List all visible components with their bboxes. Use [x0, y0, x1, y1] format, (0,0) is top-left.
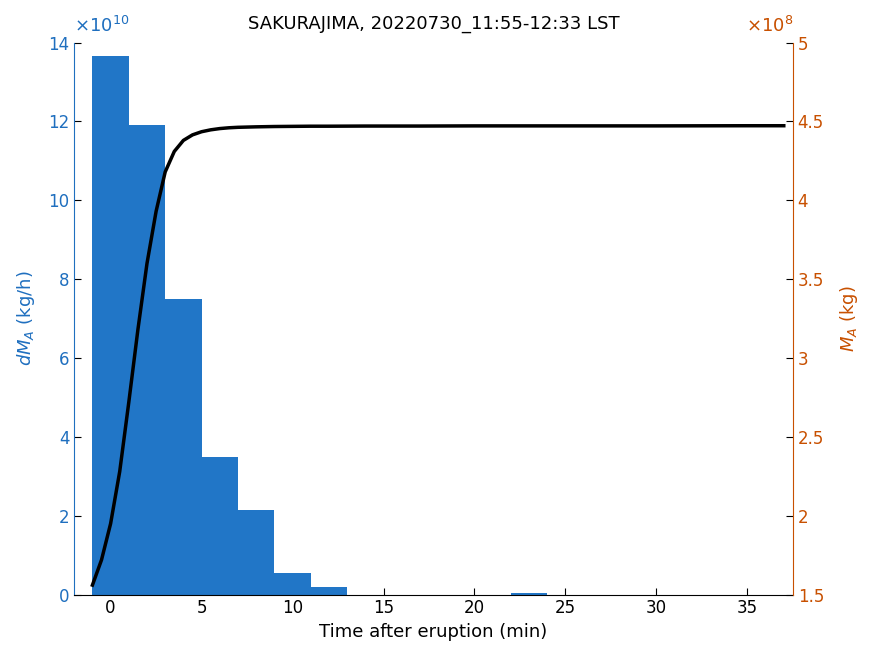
Text: $\times10^{8}$: $\times10^{8}$: [746, 16, 793, 36]
Bar: [311, 588, 347, 594]
Bar: [275, 573, 311, 594]
Bar: [93, 56, 129, 594]
X-axis label: Time after eruption (min): Time after eruption (min): [319, 623, 548, 641]
Y-axis label: $dM_A$ (kg/h): $dM_A$ (kg/h): [15, 271, 37, 367]
Text: $\times10^{10}$: $\times10^{10}$: [74, 16, 130, 36]
Title: SAKURAJIMA, 20220730_11:55-12:33 LST: SAKURAJIMA, 20220730_11:55-12:33 LST: [248, 15, 620, 33]
Y-axis label: $M_A$ (kg): $M_A$ (kg): [838, 285, 860, 352]
Bar: [165, 299, 201, 594]
Bar: [201, 457, 238, 594]
Bar: [511, 593, 547, 594]
Bar: [238, 510, 275, 594]
Bar: [129, 125, 165, 594]
